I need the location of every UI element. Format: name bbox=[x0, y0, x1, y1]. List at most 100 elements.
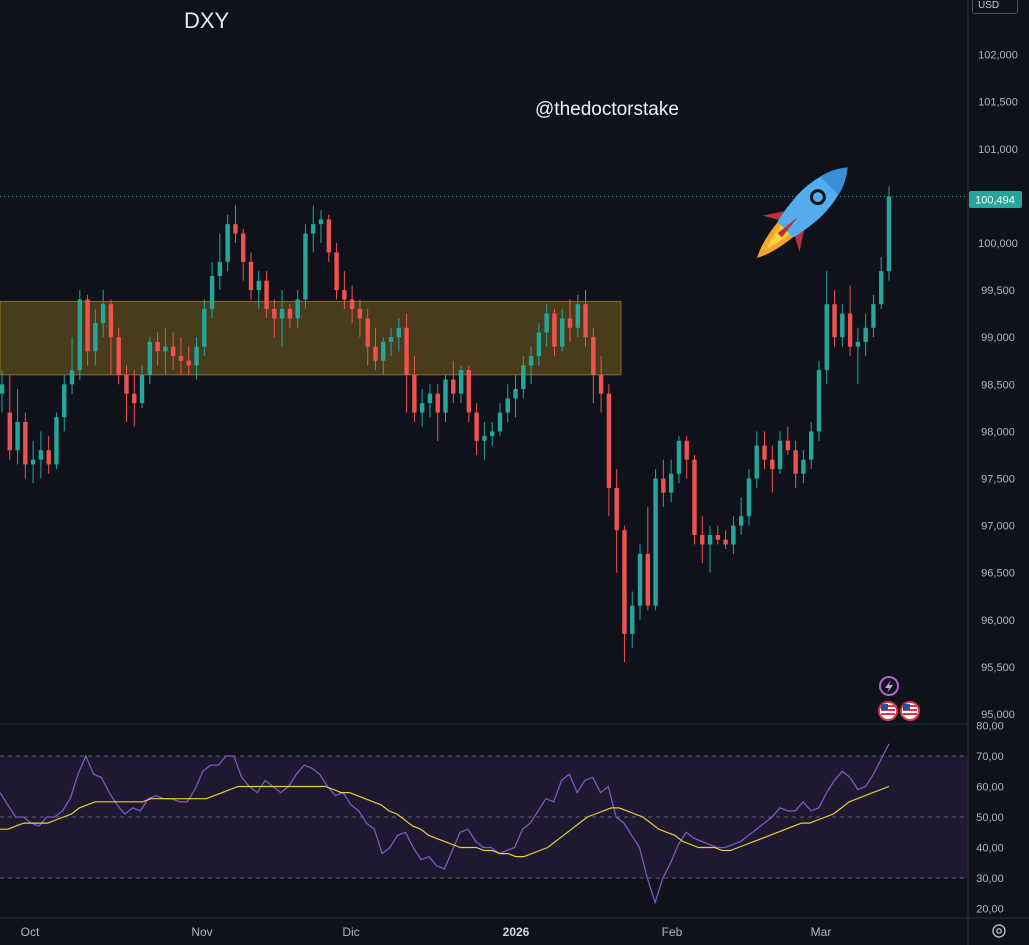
candle bbox=[886, 186, 892, 281]
candle bbox=[583, 290, 588, 347]
candle bbox=[435, 384, 440, 441]
candle bbox=[248, 252, 254, 300]
candle bbox=[233, 205, 238, 243]
rsi-tick-label: 50,00 bbox=[976, 812, 1004, 824]
candle bbox=[108, 299, 114, 375]
candle bbox=[707, 525, 713, 573]
currency-selector[interactable]: USD bbox=[972, 0, 1018, 14]
price-tick-label: 100,000 bbox=[978, 238, 1018, 250]
candle bbox=[326, 214, 331, 262]
lightning-event-icon[interactable] bbox=[879, 676, 899, 696]
candle bbox=[46, 436, 51, 474]
candle bbox=[93, 308, 98, 366]
candle bbox=[560, 308, 565, 352]
rsi-levels bbox=[0, 755, 968, 879]
candle bbox=[544, 304, 549, 347]
candle bbox=[396, 318, 402, 352]
candle bbox=[349, 285, 355, 324]
candle bbox=[715, 525, 721, 545]
candle bbox=[793, 440, 798, 488]
candle bbox=[785, 426, 791, 455]
candle bbox=[521, 356, 526, 399]
rocket-icon bbox=[757, 167, 848, 258]
candle bbox=[746, 469, 752, 526]
candle bbox=[482, 421, 487, 460]
candle bbox=[287, 304, 293, 328]
candle bbox=[458, 365, 464, 404]
us-flag-event-icon[interactable] bbox=[878, 701, 898, 721]
candle bbox=[466, 365, 472, 422]
us-flag-event-icon[interactable] bbox=[900, 701, 920, 721]
settings-icon[interactable] bbox=[989, 921, 1009, 941]
candle bbox=[241, 228, 246, 281]
candle bbox=[404, 313, 409, 413]
candle bbox=[30, 440, 36, 484]
time-tick-label: Feb bbox=[662, 925, 683, 939]
price-tick-label: 99,000 bbox=[981, 332, 1015, 344]
price-tick-label: 98,500 bbox=[981, 379, 1015, 391]
candle bbox=[808, 421, 814, 470]
rsi-tick-label: 70,00 bbox=[976, 751, 1004, 763]
candle bbox=[816, 360, 822, 441]
candle bbox=[225, 214, 230, 272]
candle bbox=[676, 436, 682, 484]
candle bbox=[0, 370, 5, 413]
candle bbox=[124, 365, 129, 422]
candle bbox=[832, 290, 837, 347]
candle bbox=[567, 299, 573, 342]
candle bbox=[69, 337, 75, 394]
candle bbox=[279, 290, 285, 347]
candle bbox=[505, 384, 510, 422]
candle bbox=[318, 210, 324, 243]
candle bbox=[295, 290, 300, 328]
candle bbox=[373, 327, 378, 371]
candle bbox=[38, 431, 44, 479]
candle bbox=[62, 374, 67, 432]
candle bbox=[630, 591, 635, 649]
candle bbox=[443, 374, 448, 422]
price-axis[interactable]: 102,000101,500101,000100,500100,00099,50… bbox=[978, 50, 1018, 721]
candle bbox=[489, 421, 495, 446]
candle bbox=[202, 299, 207, 357]
candle bbox=[871, 294, 876, 338]
time-axis[interactable]: Oct Nov Dic 2026 Feb Mar bbox=[21, 925, 832, 939]
candle bbox=[256, 271, 261, 309]
candle bbox=[536, 323, 542, 366]
candle bbox=[170, 332, 176, 371]
candle bbox=[311, 205, 316, 253]
candle bbox=[738, 497, 744, 536]
candle bbox=[100, 290, 106, 338]
candle bbox=[552, 308, 557, 357]
candle bbox=[692, 454, 697, 545]
price-tick-label: 96,500 bbox=[981, 568, 1015, 580]
candle bbox=[132, 370, 137, 427]
candle bbox=[645, 506, 650, 611]
candle bbox=[194, 337, 199, 380]
candle bbox=[54, 412, 59, 470]
candle bbox=[731, 516, 736, 554]
candle bbox=[513, 374, 518, 418]
candle bbox=[272, 299, 277, 338]
candle bbox=[684, 436, 689, 479]
price-tick-label: 95,500 bbox=[981, 662, 1015, 674]
candle bbox=[388, 327, 394, 357]
price-tick-label: 99,500 bbox=[981, 285, 1015, 297]
candle bbox=[209, 261, 215, 319]
candlestick-series bbox=[0, 186, 892, 663]
candle bbox=[637, 544, 643, 620]
candle bbox=[186, 346, 191, 375]
last-price-badge: 100,494 bbox=[969, 191, 1022, 208]
candle bbox=[178, 337, 184, 375]
candle bbox=[7, 374, 12, 460]
candle bbox=[412, 356, 417, 422]
symbol-title: DXY bbox=[184, 8, 230, 33]
rsi-axis[interactable]: 80,00 70,00 60,00 50,00 40,00 30,00 20,00 bbox=[976, 721, 1004, 916]
candle bbox=[116, 327, 121, 385]
candle bbox=[614, 469, 619, 573]
candle bbox=[606, 384, 612, 517]
candle bbox=[847, 285, 853, 357]
candle bbox=[668, 459, 674, 503]
time-tick-label: Dic bbox=[342, 925, 359, 939]
price-tick-label: 101,500 bbox=[978, 97, 1018, 109]
candle bbox=[661, 459, 666, 507]
